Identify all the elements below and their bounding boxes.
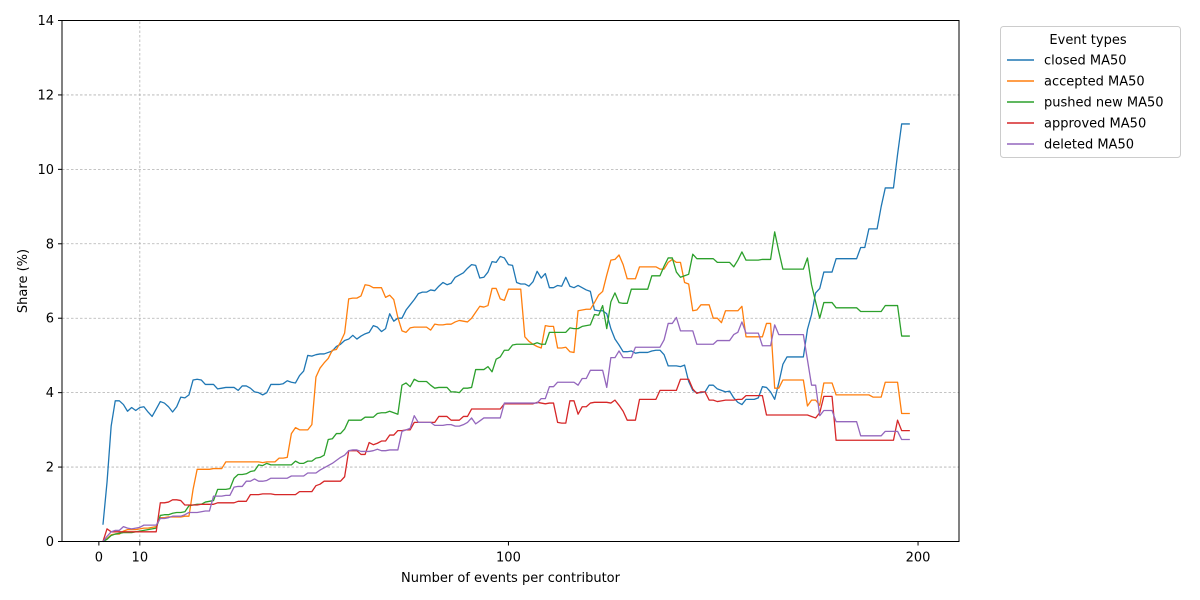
legend-entry: pushed new MA50 xyxy=(1044,96,1164,111)
legend-entry: accepted MA50 xyxy=(1044,75,1145,90)
y-axis-label: Share (%) xyxy=(16,249,31,313)
legend-entry: deleted MA50 xyxy=(1044,138,1134,153)
plot-frame xyxy=(61,20,960,542)
series-line-0 xyxy=(102,123,910,525)
legend-box xyxy=(1000,26,1181,158)
y-tick-label: 8 xyxy=(46,237,54,252)
series-line-3 xyxy=(102,378,910,542)
y-tick-label: 12 xyxy=(37,88,54,103)
grid-lines xyxy=(62,20,959,542)
y-tick-label: 0 xyxy=(46,535,54,550)
x-tick-label: 100 xyxy=(496,551,521,566)
series-line-4 xyxy=(102,316,910,542)
legend-entry: closed MA50 xyxy=(1044,54,1127,69)
x-tick-label: 0 xyxy=(95,551,103,566)
series-lines xyxy=(102,123,910,543)
x-axis-label: Number of events per contributor xyxy=(401,571,621,586)
axis-ticks: 0 2 4 6 8 10 12 14 0 10 100 200 xyxy=(37,14,930,566)
x-tick-label: 10 xyxy=(132,551,149,566)
x-tick-label: 200 xyxy=(906,551,931,566)
series-line-2 xyxy=(102,231,910,543)
y-tick-label: 6 xyxy=(46,312,54,327)
series-line-1 xyxy=(102,254,910,543)
y-tick-label: 10 xyxy=(37,163,54,178)
y-tick-label: 2 xyxy=(46,461,54,476)
y-tick-label: 14 xyxy=(37,14,54,29)
legend: Event types closed MA50 accepted MA50 push… xyxy=(1000,26,1181,158)
legend-entry: approved MA50 xyxy=(1044,117,1146,132)
legend-title: Event types xyxy=(1049,33,1126,48)
y-tick-label: 4 xyxy=(46,386,54,401)
